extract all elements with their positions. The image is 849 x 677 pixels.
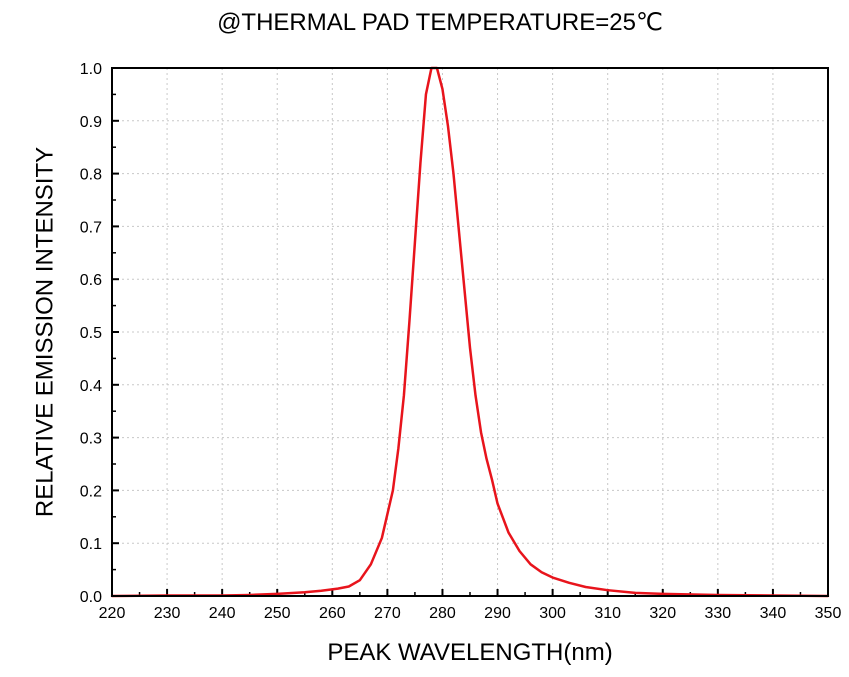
y-tick-label: 0.8 [80, 167, 102, 184]
x-axis-title: PEAK WAVELENGTH(nm) [327, 639, 612, 666]
x-tick-label: 310 [594, 605, 621, 622]
y-tick-label: 0.4 [80, 378, 102, 395]
y-tick-label: 0.3 [80, 431, 102, 448]
x-tick-label: 230 [154, 605, 181, 622]
y-tick-label: 0.5 [80, 325, 102, 342]
x-tick-label: 290 [484, 605, 511, 622]
y-tick-label: 0.0 [80, 589, 102, 606]
x-tick-label: 250 [264, 605, 291, 622]
x-tick-label: 300 [539, 605, 566, 622]
x-tick-label: 320 [649, 605, 676, 622]
y-tick-label: 0.1 [80, 536, 102, 553]
y-tick-label: 0.2 [80, 483, 102, 500]
x-tick-label: 240 [209, 605, 236, 622]
x-tick-label: 330 [704, 605, 731, 622]
y-axis-title: RELATIVE EMISSION INTENSITY [31, 147, 58, 517]
plot-frame [111, 67, 829, 597]
x-tick-label: 340 [760, 605, 787, 622]
y-tick-label: 0.7 [80, 219, 102, 236]
x-tick-label: 350 [815, 605, 842, 622]
y-tick-label: 1.0 [80, 61, 102, 78]
series-line [110, 66, 830, 598]
x-tick-label: 260 [319, 605, 346, 622]
x-tick-label: 270 [374, 605, 401, 622]
series-layer [110, 66, 830, 598]
x-tick-label: 280 [429, 605, 456, 622]
axis-ticks [111, 67, 829, 597]
y-tick-label: 0.9 [80, 114, 102, 131]
chart-title: @THERMAL PAD TEMPERATURE=25℃ [217, 9, 663, 36]
grid-lines [112, 68, 828, 596]
tick-labels: 220 230 240 250 260 270 280 290 300 310 320 330 340 3… [80, 61, 842, 622]
y-tick-label: 0.6 [80, 272, 102, 289]
x-tick-label: 220 [99, 605, 126, 622]
